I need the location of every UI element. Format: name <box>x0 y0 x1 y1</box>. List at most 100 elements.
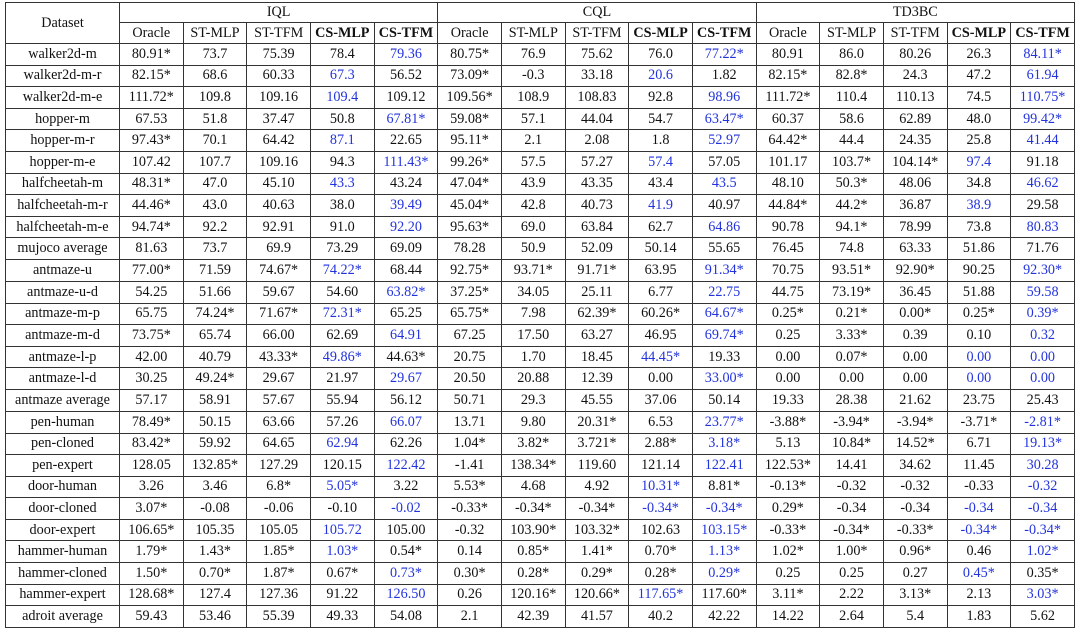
score-cell: 34.62 <box>882 454 948 477</box>
score-cell: 50.3* <box>819 172 884 196</box>
score-cell: 65.25 <box>373 302 439 326</box>
score-cell: 62.26 <box>373 432 439 456</box>
score-cell: 63.84 <box>564 215 630 239</box>
score-cell: 57.4 <box>628 150 693 174</box>
score-cell: 65.75* <box>437 302 502 326</box>
average-value-cell: 42.39 <box>500 605 566 628</box>
score-cell: 0.32 <box>1010 324 1075 347</box>
dataset-name-cell: door-human <box>5 475 120 499</box>
score-cell: 111.43* <box>373 150 439 174</box>
score-cell: 2.1 <box>500 129 566 152</box>
score-cell: 24.35 <box>882 129 948 152</box>
dataset-name-cell: pen-cloned <box>5 432 120 456</box>
score-cell: 1.13* <box>691 540 757 564</box>
method-header-oracle: Oracle <box>119 22 184 44</box>
score-cell: 91.18 <box>1010 150 1075 174</box>
score-cell: 68.6 <box>182 64 248 88</box>
score-cell: 50.8 <box>309 107 375 131</box>
score-cell: 128.05 <box>119 454 184 477</box>
average-value-cell: 53.46 <box>182 605 248 628</box>
score-cell: 62.39* <box>564 302 630 326</box>
score-cell: 0.96* <box>882 540 948 564</box>
score-cell: 19.13* <box>1010 432 1075 456</box>
score-cell: 3.11* <box>755 583 821 607</box>
score-cell: 0.70* <box>182 562 248 585</box>
score-cell: 44.75 <box>755 280 821 304</box>
score-cell: 105.05 <box>246 518 311 542</box>
score-cell: 99.42* <box>1010 107 1075 131</box>
average-value-cell: 49.33 <box>309 605 375 628</box>
average-value-cell: 14.22 <box>755 605 821 628</box>
average-value-cell: 54.08 <box>373 605 439 628</box>
score-cell: 102.63 <box>628 518 693 542</box>
table-row: hammer-expert 128.68* 127.4 127.36 91.22 126.… <box>5 583 1075 607</box>
average-value-cell: 55.65 <box>691 237 757 261</box>
score-cell: 73.75* <box>119 324 184 347</box>
results-table: Dataset IQL CQL TD3BC Oracle ST-MLP ST-TFM CS… <box>5 2 1076 628</box>
score-cell: 0.28* <box>500 562 566 585</box>
score-cell: 1.41* <box>564 540 630 564</box>
score-cell: 26.3 <box>946 43 1012 66</box>
dataset-name-cell: walker2d-m <box>5 43 120 66</box>
score-cell: 42.00 <box>119 345 184 369</box>
table-row: antmaze-l-d 30.25 49.24* 29.67 21.97 29.67 20.… <box>5 367 1075 390</box>
score-cell: 11.45 <box>946 454 1012 477</box>
average-value-cell: 59.43 <box>119 605 184 628</box>
score-cell: -0.34 <box>1010 497 1075 520</box>
score-cell: 0.45* <box>946 562 1012 585</box>
score-cell: -0.33 <box>946 475 1012 499</box>
score-cell: 82.15* <box>755 64 821 88</box>
score-cell: 0.70* <box>628 540 693 564</box>
score-cell: 109.8 <box>182 86 248 109</box>
score-cell: 64.65 <box>246 432 311 456</box>
score-cell: -0.3 <box>500 64 566 88</box>
score-cell: -0.34 <box>819 497 884 520</box>
score-cell: -3.88* <box>755 410 821 434</box>
score-cell: 75.39 <box>246 43 311 66</box>
score-cell: 0.39 <box>882 324 948 347</box>
score-cell: 128.68* <box>119 583 184 607</box>
score-cell: 93.51* <box>819 259 884 282</box>
score-cell: 74.5 <box>946 86 1012 109</box>
score-cell: -0.34* <box>564 497 630 520</box>
table-row: hammer-cloned 1.50* 0.70* 1.87* 0.67* 0.73* 0.… <box>5 562 1075 585</box>
score-cell: 127.29 <box>246 454 311 477</box>
score-cell: 97.43* <box>119 129 184 152</box>
score-cell: 1.79* <box>119 540 184 564</box>
score-cell: 2.22 <box>819 583 884 607</box>
dataset-name-cell: antmaze-m-p <box>5 302 120 326</box>
score-cell: 80.83 <box>1010 215 1075 239</box>
table-row: halfcheetah-m-e 94.74* 92.2 92.91 91.0 92.20 9… <box>5 215 1075 239</box>
score-cell: -0.10 <box>309 497 375 520</box>
score-cell: 37.25* <box>437 280 502 304</box>
method-header-oracle: Oracle <box>755 22 821 44</box>
score-cell: 69.0 <box>500 215 566 239</box>
score-cell: 76.9 <box>500 43 566 66</box>
score-cell: 20.6 <box>628 64 693 88</box>
score-cell: 0.14 <box>437 540 502 564</box>
score-cell: -0.08 <box>182 497 248 520</box>
score-cell: 44.63* <box>373 345 439 369</box>
average-value-cell: 57.17 <box>119 388 184 412</box>
score-cell: 6.53 <box>628 410 693 434</box>
score-cell: -0.02 <box>373 497 439 520</box>
score-cell: -0.34* <box>819 518 884 542</box>
table-row: pen-expert 128.05 132.85* 127.29 120.15 122.4… <box>5 454 1075 477</box>
score-cell: 77.00* <box>119 259 184 282</box>
dataset-name-cell: halfcheetah-m-r <box>5 194 120 217</box>
dataset-name-cell: halfcheetah-m <box>5 172 120 196</box>
average-row: mujoco average 81.63 73.7 69.9 73.29 69.09 78.… <box>5 237 1075 261</box>
score-cell: 67.53 <box>119 107 184 131</box>
average-value-cell: 56.12 <box>373 388 439 412</box>
score-cell: 126.50 <box>373 583 439 607</box>
score-cell: -0.34 <box>882 497 948 520</box>
score-cell: 122.42 <box>373 454 439 477</box>
score-cell: 78.99 <box>882 215 948 239</box>
score-cell: 64.91 <box>373 324 439 347</box>
average-value-cell: 21.62 <box>882 388 948 412</box>
score-cell: 0.39* <box>1010 302 1075 326</box>
score-cell: 122.53* <box>755 454 821 477</box>
method-header-cs-mlp: CS-MLP <box>946 22 1012 44</box>
score-cell: 1.00* <box>819 540 884 564</box>
score-cell: 121.14 <box>628 454 693 477</box>
